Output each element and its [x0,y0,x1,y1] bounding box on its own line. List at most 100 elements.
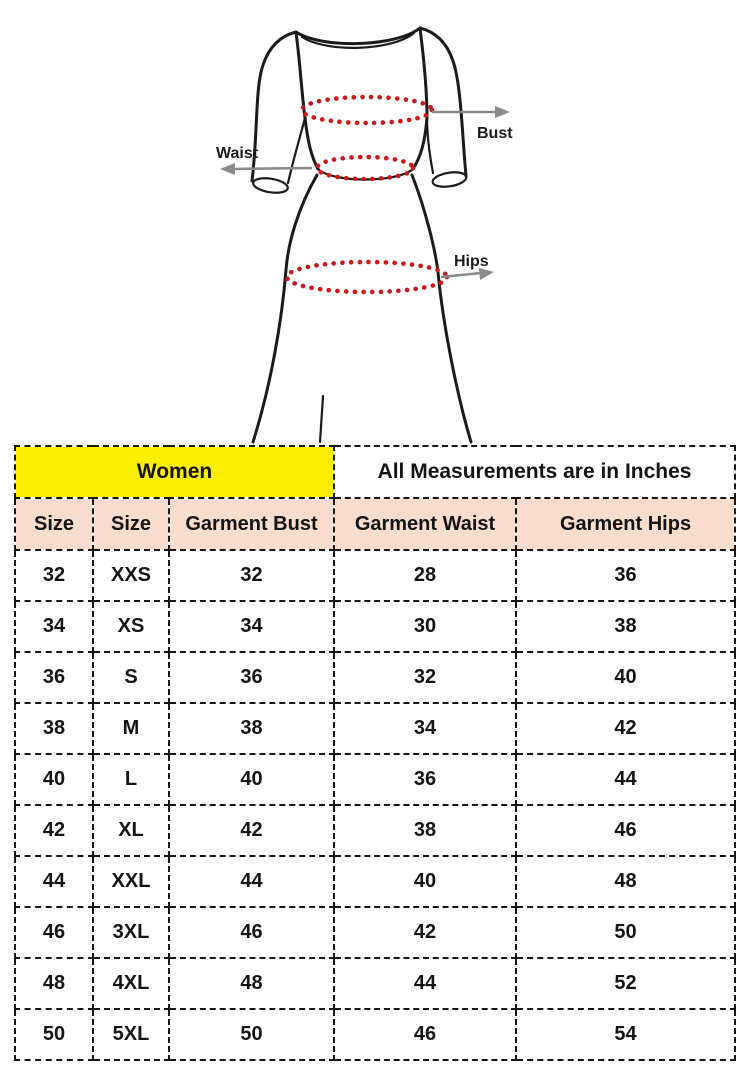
table-cell: 36 [167,651,336,704]
table-cell: XXL [92,855,170,908]
column-header-size-alpha: Size [92,497,170,551]
neckline-outer [294,26,422,45]
bust-annotation: Bust [432,106,513,142]
table-cell: 42 [167,804,336,857]
table-cell: 40 [515,651,737,704]
table-row: 46 3XL 46 42 50 [14,906,737,959]
hips-arrow-line [440,271,482,279]
table-cell: 36 [515,549,737,602]
table-cell: XXS [92,549,170,602]
waist-annotation: Waist [216,145,313,175]
waist-measure-ellipse [314,154,416,182]
table-row: 42 XL 42 38 46 [14,804,737,857]
table-cell: 44 [167,855,336,908]
table-cell: 42 [515,702,737,755]
table-cell: 36 [333,753,518,806]
table-row: 34 XS 34 30 38 [14,600,737,653]
table-cell: XL [92,804,170,857]
sleeve-right-inner [425,115,435,175]
waist-label: Waist [216,145,259,162]
table-cell: 44 [14,855,94,908]
neckline-inner [300,31,416,49]
table-cell: 38 [167,702,336,755]
table-row: 36 S 36 32 40 [14,651,737,704]
table-cell: 32 [333,651,518,704]
table-cell: 32 [14,549,94,602]
table-cell: 42 [14,804,94,857]
size-table: Women All Measurements are in Inches Siz… [13,445,737,1061]
dress-measurement-diagram: Bust Waist Hips [216,26,513,444]
sleeve-left-inner [286,116,307,185]
column-header-garment-waist: Garment Waist [333,497,518,551]
table-cell: 40 [333,855,518,908]
bodice-right [411,26,429,171]
measurements-unit-header: All Measurements are in Inches [333,445,737,499]
table-cell: M [92,702,170,755]
table-cell: 44 [333,957,518,1010]
table-cell: 3XL [92,906,170,959]
column-header-size-numeric: Size [14,497,94,551]
table-cell: 5XL [92,1008,170,1061]
table-cell: 28 [333,549,518,602]
table-cell: 34 [167,600,336,653]
cuff-left [252,177,289,194]
table-row: 40 L 40 36 44 [14,753,737,806]
table-cell: 50 [167,1008,336,1061]
hips-measure-ellipse [284,259,450,295]
bust-arrow-head-icon [495,106,510,118]
table-row: 50 5XL 50 46 54 [14,1008,737,1061]
sleeve-right-outer [418,26,468,178]
column-header-garment-hips: Garment Hips [515,497,737,551]
bust-measure-ellipse [299,94,435,126]
table-cell: 46 [167,906,336,959]
table-cell: 48 [515,855,737,908]
table-cell: 4XL [92,957,170,1010]
size-table-body: 32 XXS 32 28 36 34 XS 34 30 38 36 S 36 32 40 38 M 38 34 42 4… [14,549,737,1061]
table-cell: 34 [14,600,94,653]
hips-arrow-head-icon [479,268,494,280]
table-cell: 50 [515,906,737,959]
table-cell: 46 [333,1008,518,1061]
table-cell: 38 [14,702,94,755]
women-group-header: Women [13,445,336,499]
table-cell: 36 [14,651,94,704]
table-cell: 34 [333,702,518,755]
table-cell: 42 [333,906,518,959]
table-cell: 54 [515,1008,737,1061]
table-cell: 40 [167,753,336,806]
table-cell: 48 [14,957,94,1010]
skirt-center-slit [318,394,325,444]
table-row: 44 XXL 44 40 48 [14,855,737,908]
bodice-left [294,30,320,171]
skirt-left [251,173,319,444]
table-row: 48 4XL 48 44 52 [14,957,737,1010]
hips-annotation: Hips [440,253,494,280]
table-cell: L [92,753,170,806]
cuff-right [431,171,468,188]
table-cell: XS [92,600,170,653]
table-row: 32 XXS 32 28 36 [14,549,737,602]
table-cell: 40 [14,753,94,806]
bust-label: Bust [477,125,513,142]
column-header-garment-bust: Garment Bust [167,497,336,551]
table-row: 38 M 38 34 42 [14,702,737,755]
table-cell: 52 [515,957,737,1010]
table-cell: 48 [167,957,336,1010]
dress-outline [250,26,473,444]
table-cell: 46 [515,804,737,857]
hips-label: Hips [454,253,489,270]
table-cell: S [92,651,170,704]
table-cell: 30 [333,600,518,653]
skirt-right [410,173,473,444]
table-cell: 38 [515,600,737,653]
sleeve-left-outer [250,30,298,183]
column-header-row: Size Size Garment Bust Garment Waist Gar… [14,497,737,551]
table-cell: 46 [14,906,94,959]
table-cell: 50 [14,1008,94,1061]
waist-arrow-line [232,166,313,171]
table-cell: 38 [333,804,518,857]
table-cell: 44 [515,753,737,806]
waist-arrow-head-icon [220,163,235,175]
group-header-row: Women All Measurements are in Inches [13,445,737,499]
